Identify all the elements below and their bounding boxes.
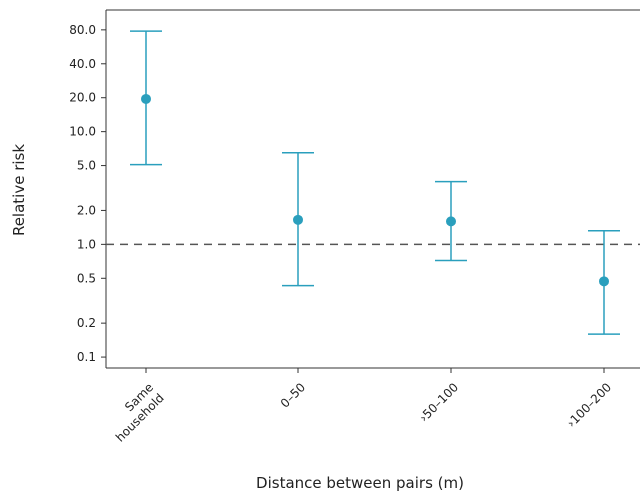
data-point [293,214,303,225]
data-point [446,216,456,227]
x-tick-label-group: ›100–200 [564,380,614,430]
error-bars [130,30,620,335]
x-axis-title: Distance between pairs (m) [256,474,464,492]
y-tick-label: 20.0 [69,91,96,105]
data-point [599,276,609,287]
y-tick-label: 1.0 [77,237,96,251]
x-tick-label: ›100–200 [564,380,614,430]
tick-labels: 0.1 0.2 0.5 1.0 2.0 5.0 10.0 20.0 40.0 80.0 Sameho… [69,23,614,445]
axes [101,9,640,373]
y-tick-label: 0.1 [77,350,96,364]
y-tick-label: 10.0 [69,125,96,139]
y-tick-label: 0.5 [77,271,96,285]
points [141,93,609,287]
y-tick-label: 2.0 [77,203,96,217]
y-tick-label: 5.0 [77,159,96,173]
y-tick-label: 40.0 [69,57,96,71]
y-tick-label: 80.0 [69,23,96,37]
x-tick-label: ›50–100 [417,380,462,425]
data-point [141,93,151,104]
y-tick-label: 0.2 [77,316,96,330]
y-axis-title: Relative risk [10,144,28,236]
x-tick-label: 0–50 [278,380,308,410]
x-tick-label-group: ›50–100 [417,380,462,425]
x-tick-label-group: 0–50 [278,380,308,410]
